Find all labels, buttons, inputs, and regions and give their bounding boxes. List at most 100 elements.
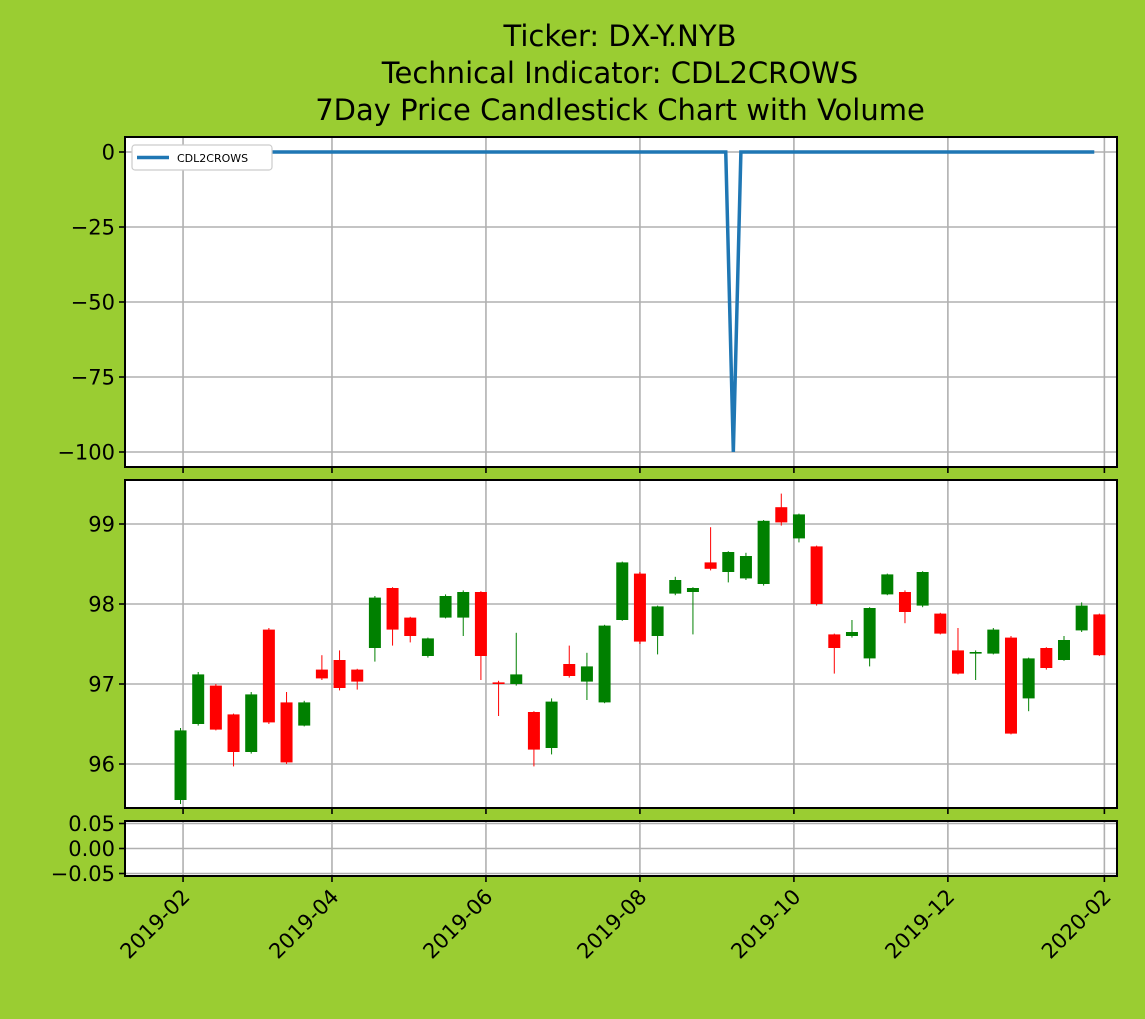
candle-body-down — [404, 617, 417, 636]
candle-body-down — [262, 629, 275, 723]
candle-body-down — [333, 660, 346, 688]
indicator-series — [142, 150, 1095, 453]
candle — [792, 513, 805, 543]
x-tick-label: 2019-08 — [572, 885, 651, 964]
candle-body-down — [951, 650, 964, 674]
candle — [368, 596, 381, 662]
candle — [757, 520, 770, 586]
candle — [969, 650, 982, 680]
candle — [1057, 636, 1070, 661]
candle-body-up — [616, 562, 629, 620]
candle — [474, 591, 487, 680]
candle-body-down — [563, 664, 576, 676]
candle-body-up — [987, 629, 1000, 654]
y-tick-label: 97 — [88, 673, 115, 697]
y-tick-label: 0.05 — [68, 812, 115, 836]
candle — [315, 655, 328, 680]
volume-grid — [125, 821, 1117, 876]
x-tick-label: 2019-10 — [726, 885, 805, 964]
candle-body-down — [775, 507, 788, 523]
candle — [934, 612, 947, 635]
volume-panel: 0.050.00−0.05 — [51, 812, 1118, 886]
candle — [439, 594, 452, 619]
candle-body-down — [810, 546, 823, 604]
candle-body-up — [881, 574, 894, 595]
candle — [987, 628, 1000, 655]
candle — [192, 672, 205, 726]
candle — [704, 527, 717, 571]
candle — [898, 590, 911, 624]
candle — [227, 713, 240, 767]
y-tick-label: −100 — [57, 441, 115, 465]
candle — [209, 684, 222, 731]
candle-body-up — [686, 588, 699, 592]
candle-body-down — [351, 669, 364, 682]
candle-body-up — [669, 580, 682, 594]
price-axes-border — [124, 479, 1118, 809]
candle — [828, 633, 841, 674]
candle-body-up — [863, 608, 876, 659]
x-tick-label: 2019-12 — [880, 885, 959, 964]
candle-body-down — [1004, 637, 1017, 734]
candle — [280, 692, 293, 764]
candle-body-up — [969, 652, 982, 654]
candle — [245, 692, 258, 754]
candle — [633, 572, 646, 644]
candle — [351, 668, 364, 690]
candle-body-up — [174, 730, 187, 800]
x-tick-label: 2019-02 — [116, 885, 195, 964]
y-tick-label: 0 — [102, 141, 115, 165]
candle — [863, 607, 876, 667]
candlestick-series — [174, 493, 1106, 804]
candle-body-down — [828, 634, 841, 648]
indicator-panel: 0 −25 −50 −75 −100 CDL2CROWS — [57, 136, 1118, 473]
volume-y-axis: 0.050.00−0.05 — [51, 812, 1106, 886]
candle — [404, 616, 417, 643]
candle-body-up — [845, 632, 858, 636]
y-tick-label: 98 — [88, 593, 115, 617]
y-tick-label: 0.00 — [68, 837, 115, 861]
title-indicator: Technical Indicator: CDL2CROWS — [381, 56, 859, 90]
candle — [775, 493, 788, 526]
candle-body-down — [1040, 648, 1053, 668]
candle — [651, 605, 664, 655]
candle-body-up — [421, 638, 434, 656]
candle-body-up — [651, 606, 664, 636]
candle — [421, 637, 434, 658]
candle-body-down — [1093, 614, 1106, 656]
candle-body-up — [1057, 640, 1070, 660]
candle — [1075, 602, 1088, 632]
candle-body-up — [1075, 605, 1088, 631]
candle-body-up — [298, 702, 311, 726]
title-chart-description: 7Day Price Candlestick Chart with Volume — [315, 93, 925, 127]
candle-body-up — [792, 514, 805, 539]
candle-body-up — [580, 666, 593, 682]
candle-body-down — [474, 592, 487, 656]
candle-body-down — [492, 682, 505, 684]
candle — [951, 628, 964, 675]
candle-body-up — [510, 674, 523, 684]
candle — [298, 700, 311, 727]
candle-body-up — [1022, 658, 1035, 699]
date-x-axis: 2019-02 2019-04 2019-06 2019-08 2019-10 2019-… — [116, 885, 1116, 964]
candle — [1040, 647, 1053, 670]
indicator-y-axis: 0 −25 −50 −75 −100 — [57, 141, 1106, 473]
indicator-line-cdl2crows — [142, 150, 1095, 453]
candle — [598, 624, 611, 704]
x-tick-label: 2019-06 — [418, 885, 497, 964]
indicator-axes-border — [124, 136, 1118, 468]
candle — [845, 620, 858, 638]
candle — [580, 652, 593, 700]
y-tick-label: −75 — [71, 366, 115, 390]
candle-body-down — [704, 562, 717, 569]
candle — [492, 680, 505, 716]
candle — [527, 711, 540, 767]
candle — [739, 552, 752, 580]
candle-body-up — [739, 556, 752, 579]
candle — [916, 571, 929, 608]
candle-body-up — [757, 520, 770, 584]
candle-body-down — [934, 613, 947, 634]
candle — [563, 645, 576, 678]
price-panel: 96 97 98 99 — [88, 479, 1118, 814]
